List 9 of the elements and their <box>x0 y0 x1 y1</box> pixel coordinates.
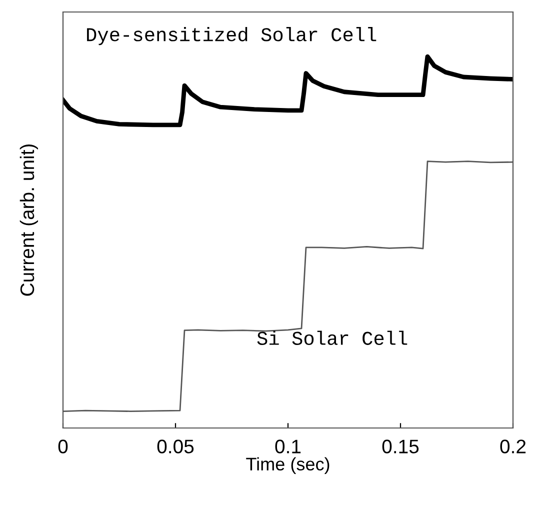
x-tick-label: 0.1 <box>275 440 301 454</box>
x-axis-title: Time (sec) <box>246 457 330 474</box>
x-tick-label: 0.05 <box>157 440 194 454</box>
x-tick-label: 0.15 <box>382 440 419 454</box>
series-label: Si Solar Cell <box>257 330 408 345</box>
x-tick-label: 0.2 <box>500 440 526 454</box>
text: Dye-sensitized Solar Cell <box>87 27 376 46</box>
y-axis-title: Current (arb. unit) <box>20 144 38 296</box>
x-tick-label: 0 <box>58 440 68 454</box>
